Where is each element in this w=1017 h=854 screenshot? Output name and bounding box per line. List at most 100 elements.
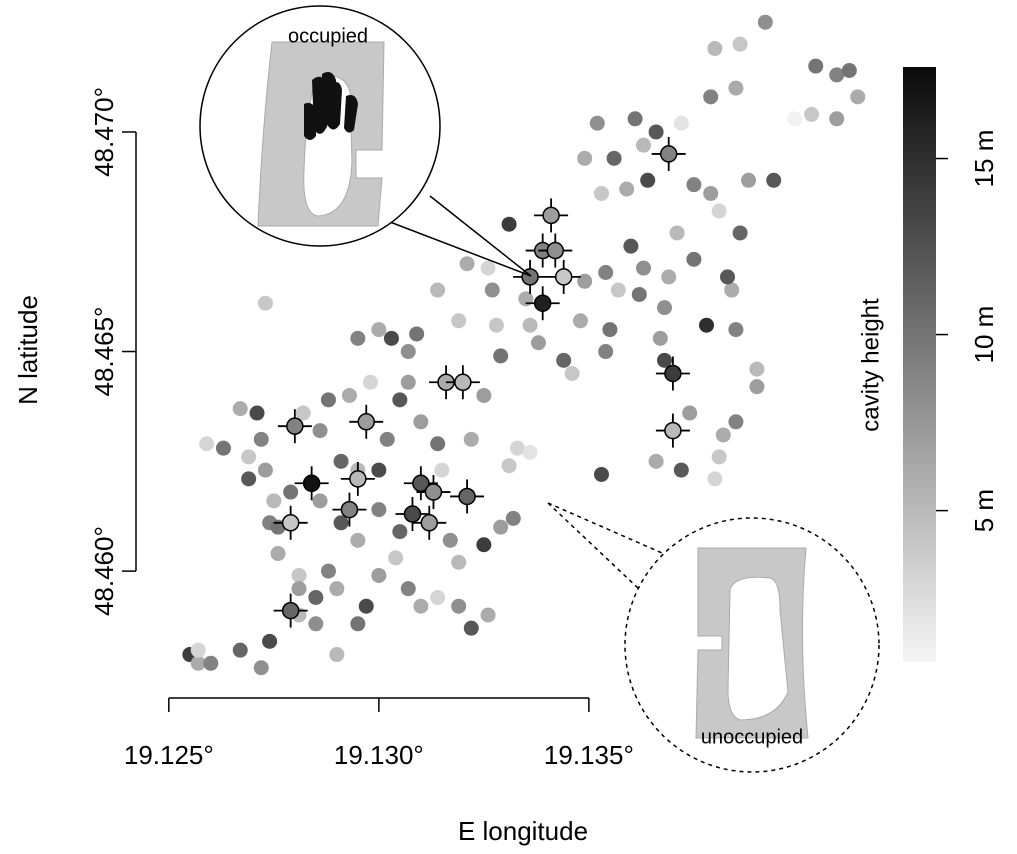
point <box>699 317 715 333</box>
inset-unoccupied <box>624 517 880 773</box>
point <box>636 137 652 153</box>
point <box>249 405 265 421</box>
occupied-point <box>281 601 300 620</box>
point <box>627 111 643 127</box>
point <box>329 647 345 663</box>
point <box>593 185 609 201</box>
point <box>669 225 685 241</box>
point <box>400 344 416 360</box>
point <box>804 106 820 122</box>
x-tick-label: 19.125° <box>124 740 214 770</box>
point <box>648 124 664 140</box>
point <box>577 150 593 166</box>
annotation: unoccupied <box>701 726 803 748</box>
point <box>556 352 572 368</box>
point <box>602 322 618 338</box>
point <box>623 238 639 254</box>
point <box>686 177 702 193</box>
point <box>430 282 446 298</box>
point <box>371 322 387 338</box>
point <box>333 453 349 469</box>
point <box>657 352 673 368</box>
point <box>703 185 719 201</box>
point <box>383 330 399 346</box>
y-axis-title: N latitude <box>13 295 43 405</box>
point <box>388 550 404 566</box>
point <box>682 405 698 421</box>
point <box>350 616 366 632</box>
point <box>350 330 366 346</box>
point <box>728 322 744 338</box>
point <box>787 111 803 127</box>
x-tick-label: 19.135° <box>544 740 634 770</box>
point <box>530 335 546 351</box>
point <box>476 387 492 403</box>
point <box>480 607 496 623</box>
point <box>661 269 677 285</box>
point <box>333 515 349 531</box>
point <box>257 462 273 478</box>
point <box>413 414 429 430</box>
occupied-point <box>546 241 565 260</box>
point <box>501 458 517 474</box>
point <box>400 581 416 597</box>
pointer <box>429 195 532 277</box>
point <box>606 150 622 166</box>
point <box>850 89 866 105</box>
occupied-point <box>349 470 367 488</box>
y-tick-label: 48.460° <box>89 526 119 616</box>
point <box>509 440 525 456</box>
occupied-point <box>458 487 476 506</box>
point <box>362 374 378 390</box>
point <box>262 633 278 649</box>
colorbar-tick-label: 5 m <box>969 489 999 532</box>
pointer <box>389 221 532 277</box>
cavity-tree <box>695 547 809 739</box>
x-tick-label: 19.130° <box>334 740 424 770</box>
occupied-point <box>664 364 682 383</box>
point <box>707 471 723 487</box>
occupied-point <box>542 206 560 225</box>
point <box>522 317 538 333</box>
point <box>841 62 857 78</box>
point <box>631 286 647 302</box>
point <box>350 532 366 548</box>
point <box>493 348 509 364</box>
colorbar-tick-label: 10 m <box>969 306 999 364</box>
point <box>593 466 609 482</box>
y-tick-label: 48.465° <box>89 307 119 397</box>
points <box>182 14 866 676</box>
point <box>728 80 744 96</box>
occupied-point <box>554 268 573 286</box>
pointer <box>547 502 641 591</box>
point <box>308 589 324 605</box>
point <box>598 344 614 360</box>
point <box>312 493 328 509</box>
point <box>434 462 450 478</box>
point <box>598 264 614 280</box>
point <box>484 282 500 298</box>
point <box>619 181 635 197</box>
point <box>829 67 845 83</box>
point <box>283 484 299 500</box>
occupied-point <box>302 474 321 493</box>
point <box>757 14 773 30</box>
point <box>728 414 744 430</box>
point <box>413 598 429 614</box>
occupied-point <box>664 421 682 440</box>
point <box>741 172 757 188</box>
point <box>522 445 538 461</box>
point <box>232 642 248 658</box>
occupied-point <box>454 373 472 392</box>
point <box>652 330 668 346</box>
point <box>589 115 605 131</box>
point <box>190 642 206 658</box>
point <box>320 563 336 579</box>
point <box>648 453 664 469</box>
point <box>463 620 479 636</box>
x-axis-title: E longitude <box>458 816 588 846</box>
point <box>488 317 504 333</box>
point <box>749 379 765 395</box>
point <box>707 41 723 57</box>
colorbar-tick-label: 15 m <box>969 130 999 188</box>
